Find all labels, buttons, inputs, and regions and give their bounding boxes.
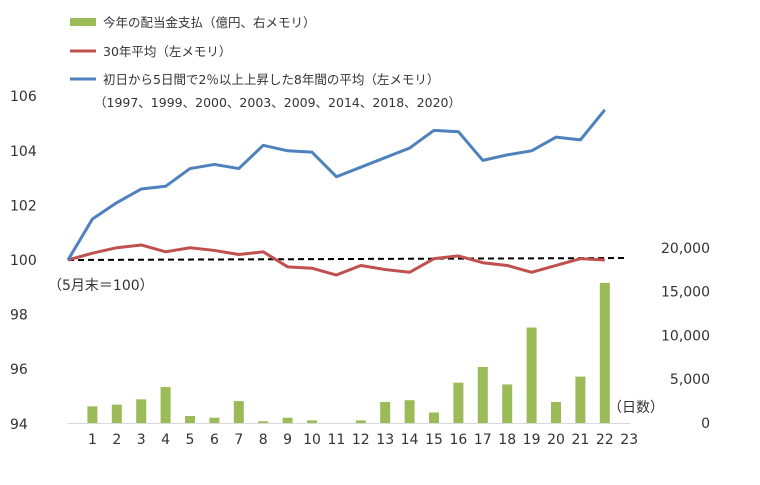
- x-tick-label: 8: [259, 432, 268, 448]
- right-tick-label: 20,000: [661, 241, 710, 257]
- x-tick-label: 21: [571, 432, 589, 448]
- bar: [258, 421, 269, 423]
- series-line: [67, 243, 605, 277]
- right-axis-ticks: 0 5,000 10,000 15,000 20,000: [661, 241, 710, 432]
- legend: 今年の配当金支払（億円、右メモリ） 30年平均（左メモリ） 初日から5日間で2％以上…: [70, 15, 461, 110]
- left-tick-label: 94: [10, 417, 28, 433]
- legend-label-years: （1997、1999、2000、2003、2009、2014、2018、2020…: [94, 95, 461, 110]
- left-axis-note: （5月末＝100）: [48, 278, 154, 294]
- x-tick-label: 1: [88, 432, 97, 448]
- bar: [526, 327, 537, 423]
- left-tick-label: 98: [10, 308, 28, 324]
- bar: [380, 401, 391, 423]
- bar: [233, 401, 244, 423]
- left-tick-label: 100: [10, 253, 37, 269]
- right-tick-label: 10,000: [661, 328, 710, 344]
- legend-label: 今年の配当金支払（億円、右メモリ）: [103, 15, 316, 30]
- series-line: [66, 108, 606, 261]
- x-tick-label: 23: [620, 432, 638, 448]
- bar: [502, 384, 513, 423]
- line-series: [66, 108, 606, 277]
- legend-label: 30年平均（左メモリ）: [103, 44, 231, 59]
- x-tick-label: 20: [547, 432, 565, 448]
- bar: [453, 382, 464, 423]
- x-tick-label: 12: [352, 432, 370, 448]
- bar: [404, 400, 415, 423]
- bar: [282, 417, 293, 423]
- x-tick-label: 19: [523, 432, 541, 448]
- x-tick-label: 3: [137, 432, 146, 448]
- x-tick-label: 10: [303, 432, 321, 448]
- x-tick-label: 17: [474, 432, 492, 448]
- bar: [599, 282, 610, 423]
- bar: [307, 420, 317, 423]
- bar: [429, 412, 439, 423]
- x-tick-label: 11: [327, 432, 345, 448]
- bar: [355, 420, 366, 423]
- bar: [160, 387, 171, 423]
- x-tick-label: 9: [283, 432, 292, 448]
- bar-series: [87, 282, 610, 424]
- x-axis-unit-label: （日数）: [608, 400, 664, 416]
- x-axis-ticks: 1 2 3 4 5 6 7 8 9 10 11 12 13 14 15 16 17 18 19 20 21 22 23: [88, 432, 638, 448]
- left-axis-ticks: 94 96 98 100 102 104 106: [10, 89, 37, 433]
- left-tick-label: 104: [10, 144, 37, 160]
- x-tick-label: 15: [425, 432, 443, 448]
- x-tick-label: 7: [234, 432, 243, 448]
- x-tick-label: 6: [210, 432, 219, 448]
- bar: [87, 406, 98, 423]
- x-tick-label: 4: [161, 432, 170, 448]
- bar: [111, 404, 122, 423]
- bar: [136, 399, 147, 423]
- bar: [209, 417, 220, 423]
- x-tick-label: 2: [112, 432, 121, 448]
- bar: [477, 366, 488, 423]
- bar: [551, 401, 561, 423]
- x-tick-label: 14: [401, 432, 419, 448]
- right-tick-label: 5,000: [670, 372, 710, 388]
- reference-line: [67, 257, 629, 261]
- left-tick-label: 96: [10, 362, 28, 378]
- right-tick-label: 15,000: [661, 285, 710, 301]
- reference-line-group: [67, 257, 629, 261]
- right-tick-label: 0: [701, 416, 710, 432]
- bar: [575, 376, 586, 423]
- x-tick-label: 5: [186, 432, 195, 448]
- bar: [185, 415, 195, 423]
- x-tick-label: 16: [449, 432, 467, 448]
- legend-label: 初日から5日間で2％以上上昇した8年間の平均（左メモリ）: [103, 72, 439, 87]
- left-tick-label: 106: [10, 89, 37, 105]
- x-tick-label: 18: [498, 432, 516, 448]
- legend-swatch: [70, 18, 96, 26]
- left-tick-label: 102: [10, 198, 37, 214]
- x-tick-label: 13: [376, 432, 394, 448]
- x-tick-label: 22: [596, 432, 614, 448]
